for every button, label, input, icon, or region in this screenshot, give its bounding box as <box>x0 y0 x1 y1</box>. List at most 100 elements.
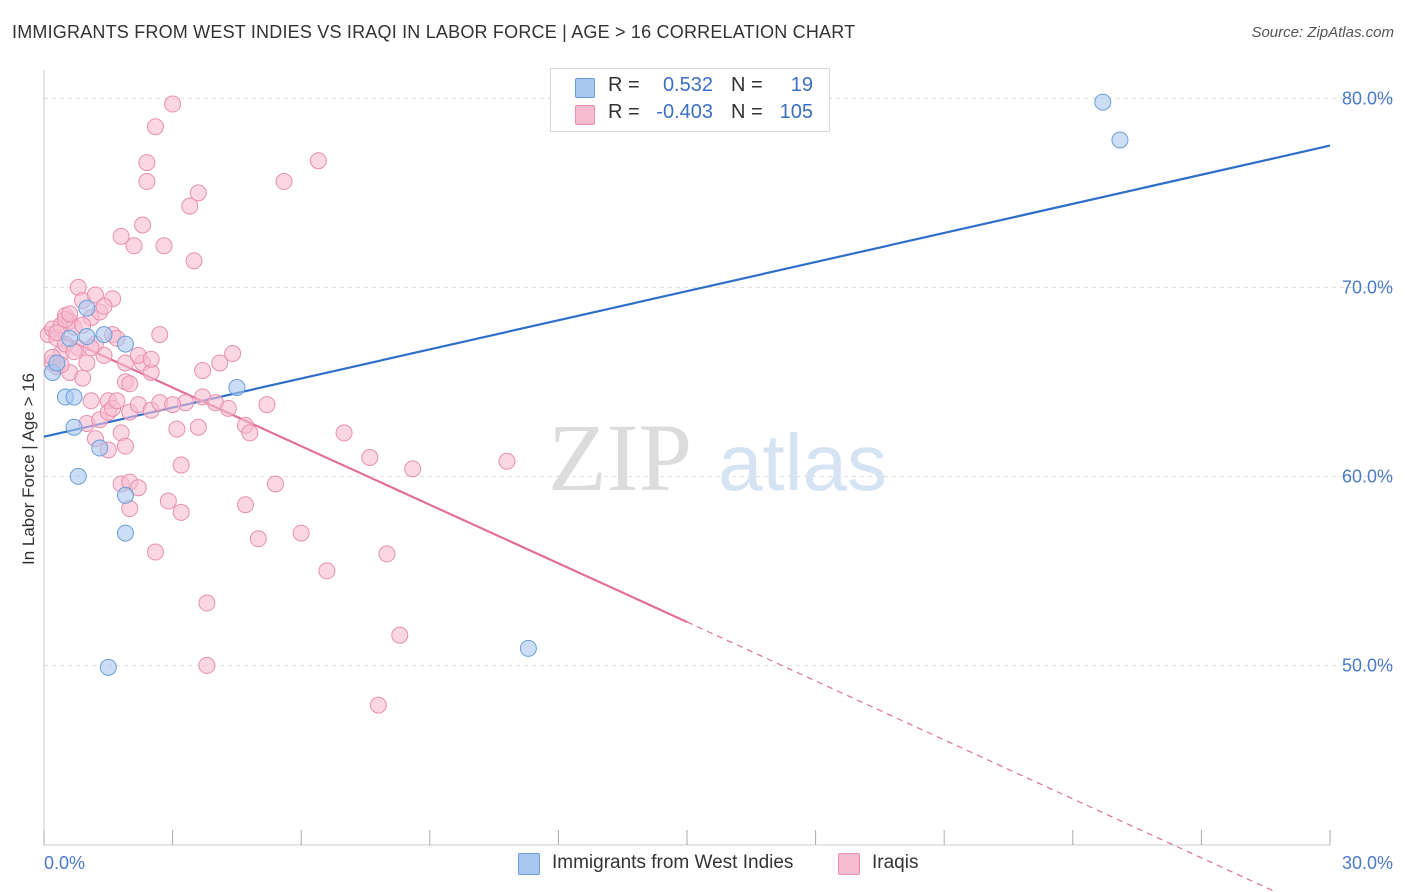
bottom-legend-swatch-pink <box>838 853 860 875</box>
y-tick-label: 60.0% <box>1342 466 1393 486</box>
y-tick-label: 50.0% <box>1342 655 1393 675</box>
west-indies-point <box>69 467 87 485</box>
iraqi-point <box>142 350 160 368</box>
axes <box>43 70 1331 846</box>
west-indies-point <box>228 379 246 397</box>
legend-r-label: R = <box>608 101 640 123</box>
x-tick-label: 0.0% <box>44 853 85 873</box>
legend-n-value: 19 <box>790 74 813 96</box>
iraqi-point <box>292 524 310 542</box>
west-indies-point <box>116 486 134 504</box>
iraqi-point <box>164 396 182 414</box>
west-indies-point <box>61 329 79 347</box>
data-points <box>39 93 1129 714</box>
y-tick-label: 70.0% <box>1342 277 1393 297</box>
iraqi-point <box>391 626 409 644</box>
iraqi-point <box>146 543 164 561</box>
iraqi-point <box>404 460 422 478</box>
iraqi-point <box>198 656 216 674</box>
iraqi-point <box>121 375 139 393</box>
iraqi-point <box>258 396 276 414</box>
iraqi-point <box>116 437 134 455</box>
iraqi-point <box>189 418 207 436</box>
west-indies-trend-line <box>43 144 1331 438</box>
iraqi-point <box>74 369 92 387</box>
west-indies-point <box>99 658 117 676</box>
x-tick-label: 30.0% <box>1342 853 1393 873</box>
west-indies-point <box>48 354 66 372</box>
legend-row-west-indies: R = 0.532 N = 19 <box>551 74 829 102</box>
iraqi-point <box>138 173 156 191</box>
west-indies-point <box>65 388 83 406</box>
iraqi-trend-extension <box>686 621 1278 892</box>
iraqi-point <box>82 392 100 410</box>
y-tick-labels: 50.0% 60.0% 70.0% 80.0% <box>1342 88 1393 675</box>
iraqi-point <box>189 184 207 202</box>
west-indies-point <box>116 524 134 542</box>
source-label: Source: ZipAtlas.com <box>1251 24 1394 41</box>
iraqi-point <box>138 154 156 172</box>
trend-lines <box>43 144 1331 892</box>
bottom-legend-label: Immigrants from West Indies <box>552 852 794 873</box>
bottom-legend-swatch-blue <box>518 853 540 875</box>
iraqi-point <box>164 95 182 113</box>
iraqi-point <box>112 227 130 245</box>
iraqi-point <box>309 152 327 170</box>
legend-r-label: R = <box>608 74 640 96</box>
legend-r-value: 0.532 <box>662 74 713 96</box>
iraqi-point <box>134 216 152 234</box>
y-axis-title: In Labor Force | Age > 16 <box>19 373 38 565</box>
west-indies-point <box>1094 93 1112 111</box>
iraqi-point <box>159 492 177 510</box>
west-indies-point <box>519 639 537 657</box>
iraqi-point <box>78 354 96 372</box>
iraqi-point <box>498 452 516 470</box>
y-tick-label: 80.0% <box>1342 88 1393 108</box>
iraqi-point <box>61 305 79 323</box>
legend-n-value: 105 <box>779 101 813 123</box>
west-indies-point <box>65 418 83 436</box>
iraqi-point <box>224 345 242 363</box>
watermark-atlas: atlas <box>718 418 887 507</box>
iraqi-point <box>181 197 199 215</box>
iraqi-point <box>95 297 113 315</box>
west-indies-point <box>78 299 96 317</box>
iraqi-point <box>95 346 113 364</box>
iraqi-point <box>211 354 229 372</box>
west-indies-point <box>78 328 96 346</box>
iraqi-point <box>155 237 173 255</box>
iraqi-point <box>108 392 126 410</box>
iraqi-point <box>146 118 164 136</box>
iraqi-point <box>266 475 284 493</box>
iraqi-point <box>172 503 190 521</box>
iraqi-point <box>361 449 379 466</box>
correlation-legend: R = 0.532 N = 19 R = -0.403 N = 105 <box>550 68 830 132</box>
legend-swatch-pink <box>575 105 595 125</box>
iraqi-point <box>318 562 336 580</box>
iraqi-point <box>198 594 216 612</box>
iraqi-point <box>168 420 186 438</box>
iraqi-point <box>125 237 143 255</box>
iraqi-point <box>219 399 237 417</box>
iraqi-point <box>369 696 387 714</box>
watermark-zip: ZIP <box>548 404 692 511</box>
chart-title: IMMIGRANTS FROM WEST INDIES VS IRAQI IN … <box>12 22 856 42</box>
iraqi-point <box>236 496 254 514</box>
bottom-legend-label: Iraqis <box>872 852 919 873</box>
west-indies-point <box>116 335 134 353</box>
legend-r-value: -0.403 <box>656 101 713 123</box>
legend-n-label: N = <box>731 74 763 96</box>
iraqi-point <box>86 286 104 304</box>
iraqi-point <box>129 479 147 497</box>
iraqi-point <box>116 354 134 372</box>
legend-swatch-blue <box>575 78 595 98</box>
iraqi-point <box>335 424 353 442</box>
legend-row-iraqis: R = -0.403 N = 105 <box>551 101 829 129</box>
iraqi-point <box>185 252 203 270</box>
iraqi-point <box>241 424 259 442</box>
legend-n-label: N = <box>731 101 763 123</box>
iraqi-point <box>172 456 190 474</box>
west-indies-point <box>91 439 109 457</box>
iraqi-point <box>275 173 293 191</box>
